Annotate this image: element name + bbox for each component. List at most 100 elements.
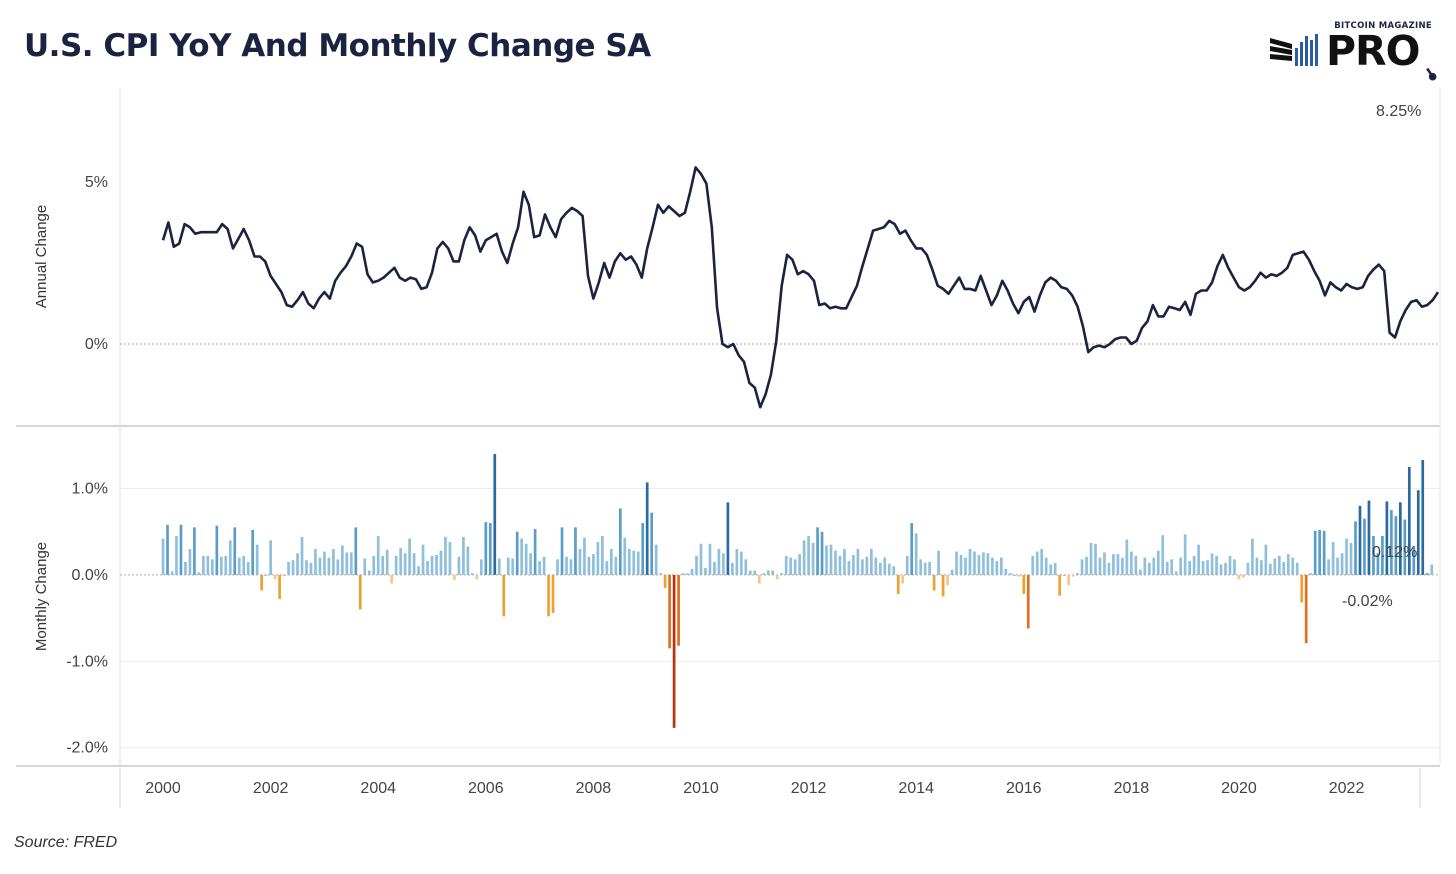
monthly-bar	[1022, 574, 1026, 594]
monthly-bar	[695, 555, 698, 575]
monthly-bar	[668, 574, 671, 649]
monthly-bar	[175, 536, 178, 575]
monthly-bar	[618, 508, 622, 575]
monthly-bar	[1089, 542, 1093, 575]
monthly-bar	[753, 570, 757, 575]
monthly-bar	[193, 527, 196, 575]
monthly-bar	[825, 545, 828, 575]
annual-y-tick-label: 0%	[85, 336, 108, 353]
monthly-bar	[1040, 548, 1044, 575]
monthly-bar	[784, 555, 788, 575]
monthly-bar	[1049, 564, 1053, 575]
monthly-bar	[206, 555, 210, 575]
monthly-bar	[1112, 554, 1115, 575]
monthly-y-tick-label: 0.0%	[72, 567, 108, 584]
monthly-bar	[892, 566, 896, 575]
monthly-bar	[1017, 574, 1021, 577]
monthly-bar	[699, 543, 703, 575]
monthly-bar	[367, 570, 371, 575]
monthly-bar	[237, 557, 241, 575]
monthly-bar	[1094, 543, 1097, 575]
monthly-bar	[170, 571, 174, 575]
monthly-bar	[878, 562, 882, 575]
monthly-bar	[1121, 557, 1124, 575]
monthly-bar	[896, 574, 900, 594]
monthly-bar	[1255, 557, 1259, 575]
monthly-bar	[1116, 554, 1120, 575]
monthly-bar	[1251, 538, 1254, 575]
monthly-bar	[462, 536, 465, 575]
monthly-bar	[287, 561, 290, 575]
monthly-bar	[780, 573, 784, 575]
brand-main-text: PRO	[1326, 27, 1420, 75]
monthly-bar	[757, 574, 761, 584]
monthly-bar	[1183, 534, 1187, 575]
monthly-bar	[520, 538, 524, 575]
monthly-bar	[444, 536, 447, 575]
monthly-bar	[816, 527, 819, 575]
monthly-bar	[614, 556, 618, 575]
monthly-bar	[1008, 573, 1012, 575]
monthly-bar	[1345, 538, 1348, 575]
monthly-bar	[211, 559, 214, 575]
monthly-bar	[578, 548, 582, 575]
monthly-bar	[802, 540, 806, 575]
monthly-bar	[448, 542, 452, 575]
monthly-bar	[421, 544, 425, 575]
monthly-bar	[1381, 536, 1384, 575]
monthly-bar	[318, 557, 322, 575]
monthly-bar	[928, 561, 931, 575]
monthly-bar	[515, 531, 519, 575]
monthly-bar	[161, 538, 165, 575]
monthly-bar	[184, 561, 187, 575]
monthly-bar	[1103, 552, 1106, 575]
monthly-bar	[309, 562, 313, 575]
monthly-bar	[771, 570, 775, 575]
monthly-bar	[323, 551, 326, 575]
monthly-bar	[269, 540, 272, 575]
monthly-bar	[847, 561, 851, 575]
monthly-bar	[1210, 553, 1214, 575]
monthly-bar	[497, 558, 501, 575]
monthly-y-axis-title: Monthly Change	[33, 542, 50, 651]
monthly-bar	[820, 531, 824, 575]
monthly-y-tick-label: -2.0%	[66, 740, 108, 757]
monthly-bar	[654, 544, 658, 575]
monthly-bar	[726, 502, 730, 575]
monthly-bar	[708, 543, 712, 575]
monthly-bar	[1264, 544, 1268, 575]
monthly-bar	[735, 548, 739, 575]
monthly-bar	[1134, 555, 1138, 575]
monthly-bar	[246, 561, 250, 575]
monthly-bar	[1412, 546, 1416, 575]
monthly-bar	[1237, 574, 1241, 580]
monthly-bar	[1403, 519, 1407, 575]
chart-title: U.S. CPI YoY And Monthly Change SA	[24, 28, 651, 64]
monthly-bar	[1421, 459, 1425, 575]
monthly-bar	[345, 552, 349, 575]
monthly-bar	[650, 512, 654, 575]
monthly-bar	[538, 561, 541, 575]
monthly-bar	[852, 555, 855, 575]
monthly-bar	[1219, 564, 1223, 575]
monthly-bar	[511, 558, 515, 575]
monthly-bar	[430, 555, 434, 575]
monthly-bar	[1053, 562, 1057, 575]
monthly-bar	[1260, 560, 1263, 575]
monthly-bar	[1363, 518, 1366, 575]
monthly-bar	[609, 548, 613, 575]
monthly-bar	[296, 553, 299, 575]
monthly-bar	[1295, 562, 1299, 575]
monthly-bar	[1286, 554, 1290, 575]
monthly-bar	[1192, 555, 1196, 575]
x-tick-label: 2010	[683, 780, 719, 797]
monthly-bar	[1031, 555, 1035, 575]
monthly-bar	[1385, 501, 1389, 575]
monthly-bar	[1130, 551, 1133, 575]
monthly-bar	[291, 560, 295, 575]
monthly-bar	[1067, 574, 1070, 586]
monthly-bar	[1309, 573, 1313, 575]
monthly-bar	[995, 561, 999, 575]
monthly-bar	[677, 574, 680, 646]
x-tick-label: 2002	[253, 780, 289, 797]
